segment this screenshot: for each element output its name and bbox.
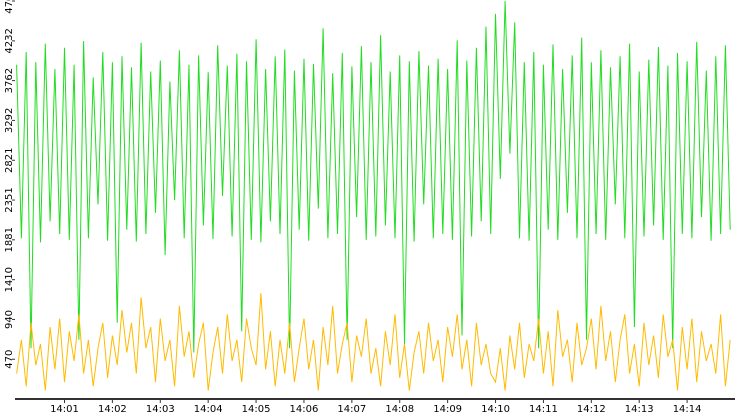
x-tick-label: 14:09 [433, 404, 462, 415]
series-line [16, 0, 731, 353]
x-tick-label: 14:04 [194, 404, 223, 415]
y-tick-label: 1410 [4, 267, 15, 292]
y-tick-label: 1881 [4, 227, 15, 252]
y-tick-label: 470 [4, 350, 15, 369]
x-tick-label: 14:10 [481, 404, 510, 415]
y-tick-label: 2351 [4, 187, 15, 212]
series-line [16, 293, 731, 391]
y-tick-label: 4232 [4, 28, 15, 53]
x-tick-label: 14:12 [577, 404, 606, 415]
x-tick-label: 14:06 [290, 404, 319, 415]
x-tick-label: 14:14 [673, 404, 702, 415]
y-tick-label: 940 [4, 310, 15, 329]
y-tick-label: 3762 [4, 68, 15, 93]
x-tick-label: 14:02 [98, 404, 127, 415]
y-tick-label: 2821 [4, 148, 15, 173]
x-tick-label: 14:01 [50, 404, 79, 415]
x-tick-label: 14:08 [385, 404, 414, 415]
x-tick-label: 14:13 [625, 404, 654, 415]
x-tick-label: 14:11 [529, 404, 558, 415]
y-tick-label: 4703 [4, 0, 15, 14]
x-tick-label: 14:07 [337, 404, 366, 415]
x-tick-label: 14:03 [146, 404, 175, 415]
x-tick-label: 14:05 [242, 404, 271, 415]
y-tick-label: 3292 [4, 108, 15, 133]
